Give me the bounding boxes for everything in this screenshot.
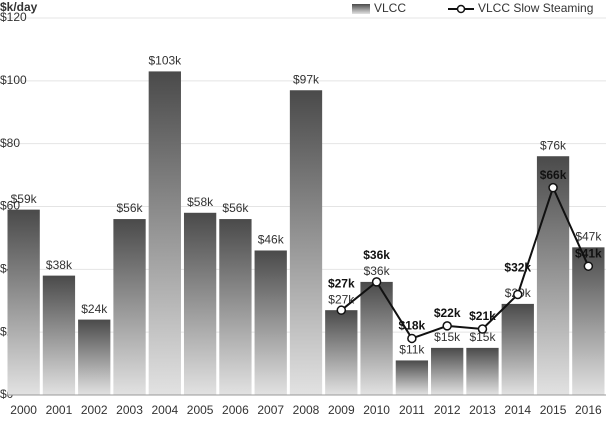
bar [289,90,323,395]
line [340,184,590,340]
bar [219,219,252,395]
bar-value-label: $11k [399,343,425,357]
bar [183,212,217,395]
line-value-label: $27k [328,276,355,290]
bar-value-label: $59k [11,192,38,206]
x-tick-label: 2012 [434,403,461,417]
x-tick-label: 2003 [116,403,143,417]
x-tick-label: 2011 [399,403,425,417]
bar [501,303,534,395]
bar-value-label: $15k [434,330,461,344]
bar-value-label: $27k [328,292,355,306]
legend-marker [456,4,466,14]
bar-value-label: $97k [293,72,320,86]
line-value-label: $66k [540,168,567,182]
line-value-label: $32k [504,261,531,275]
x-tick-label: 2014 [504,403,531,417]
line-value-label: $22k [434,306,461,320]
x-tick-label: 2000 [10,403,37,417]
line-marker [336,305,347,315]
bar-value-label: $38k [46,258,73,272]
x-tick-label: 2002 [81,403,108,417]
bar-value-label: $15k [469,330,496,344]
line-marker [548,182,558,193]
bar [78,319,111,395]
y-tick-label: $120 [0,10,27,24]
x-tick-label: 2004 [151,403,178,417]
x-tick-label: 2009 [328,403,355,417]
line-marker [371,277,382,287]
bar-value-label: $58k [187,195,214,209]
legend-label: VLCC [374,1,406,15]
line-marker [407,333,417,344]
bar [431,347,464,395]
bar [536,156,570,395]
bar-value-label: $76k [540,138,567,152]
x-tick-label: 2006 [222,403,249,417]
bar [466,347,499,395]
bar [148,71,181,396]
bar-value-label: $46k [258,233,285,247]
line-value-label: $18k [399,319,426,333]
y-axis-label: $k/day [0,0,38,14]
line-marker [477,324,488,334]
x-tick-label: 2016 [575,403,602,417]
bar-value-label: $24k [81,302,108,316]
line-value-label: $36k [363,248,390,262]
bar-value-label: $47k [575,230,602,244]
bar [7,209,40,395]
bar [325,310,358,395]
bar [42,275,76,395]
x-tick-label: 2005 [187,403,214,417]
bar [113,219,146,395]
x-tick-label: 2007 [257,403,284,417]
y-tick-label: $60 [0,199,20,213]
bar [395,360,429,395]
bar [572,247,605,395]
line-value-label: $41k [575,246,602,260]
x-tick-label: 2015 [540,403,567,417]
x-tick-label: 2008 [293,403,320,417]
bar-value-label: $36k [364,264,391,278]
bar-value-label: $56k [117,201,144,215]
x-tick-label: 2001 [46,403,73,417]
line-marker [442,321,452,331]
bar-value-label: $56k [222,201,249,215]
line-marker [583,261,594,271]
legend-swatch [352,4,370,14]
y-tick-label: $80 [0,136,20,150]
bar-value-label: $103k [148,54,182,68]
line-value-label: $21k [469,309,496,323]
y-tick-label: $100 [0,73,27,87]
legend-label: VLCC Slow Steaming [478,1,593,15]
x-tick-label: 2013 [469,403,496,417]
line-marker [513,289,523,300]
bar [254,250,287,395]
x-tick-label: 2010 [363,403,390,417]
